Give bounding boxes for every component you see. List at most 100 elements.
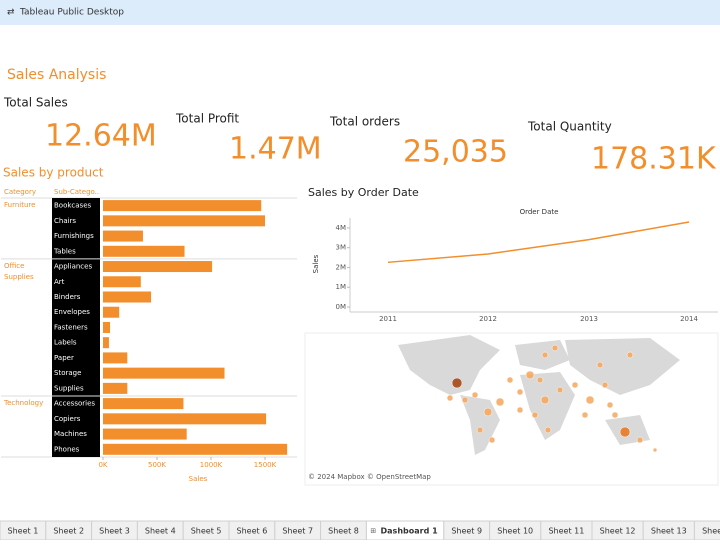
bar xyxy=(103,306,120,318)
map-land xyxy=(398,335,680,455)
sheet-tab-label: Sheet 14 xyxy=(702,527,720,536)
dashboard-icon: ⊞ xyxy=(370,527,376,535)
subcategory-label: Supplies xyxy=(54,384,84,392)
sheet-tab-label: Sheet 12 xyxy=(600,527,636,536)
subcategory-label: Chairs xyxy=(54,217,76,225)
bar xyxy=(103,382,128,394)
kpi-value: 12.64M xyxy=(45,119,157,154)
bar xyxy=(103,352,128,364)
map-point xyxy=(476,426,484,434)
kpi-label: Total Profit xyxy=(175,112,239,126)
subcategory-label: Furnishings xyxy=(54,232,94,240)
sheet-tab-label: Sheet 7 xyxy=(282,527,313,536)
title-bar xyxy=(0,0,720,25)
bar xyxy=(103,337,109,349)
bar xyxy=(103,413,267,425)
y-tick-label: 1M xyxy=(336,283,347,291)
map-point xyxy=(556,386,564,394)
category-header: Category xyxy=(4,188,36,196)
map-attribution: © 2024 Mapbox © OpenStreetMap xyxy=(308,473,431,481)
sheet-tab-label: Sheet 11 xyxy=(548,527,584,536)
x-tick-label: 0K xyxy=(98,461,107,469)
map-point xyxy=(536,376,544,384)
subcategory-label: Art xyxy=(54,278,65,286)
bar xyxy=(103,398,184,410)
map-point xyxy=(606,401,614,409)
map-point xyxy=(495,397,505,407)
map-point xyxy=(619,426,631,438)
subcategory-label: Binders xyxy=(54,293,81,301)
map-point xyxy=(531,411,539,419)
kpi-label: Total Sales xyxy=(3,96,68,110)
bar xyxy=(103,321,111,333)
x-tick-label: 1500K xyxy=(254,461,277,469)
map-point xyxy=(611,411,619,419)
map-point xyxy=(601,381,609,389)
map-point xyxy=(652,447,658,453)
map-point xyxy=(581,411,589,419)
subcategory-label: Storage xyxy=(54,369,81,377)
sheet-tab-label: Sheet 8 xyxy=(328,527,359,536)
subcategory-header: Sub-Catego.. xyxy=(54,188,99,196)
bar xyxy=(103,245,185,257)
subcategory-label: Tables xyxy=(53,247,76,255)
bar xyxy=(103,215,265,227)
x-tick-label: 500K xyxy=(148,461,166,469)
x-tick-label: 2011 xyxy=(379,315,397,323)
map-point xyxy=(461,396,469,404)
y-tick-label: 2M xyxy=(336,263,347,271)
bar-chart-title: Sales by product xyxy=(3,166,104,180)
map-point xyxy=(544,426,552,434)
subcategory-label: Appliances xyxy=(54,263,92,271)
bar xyxy=(103,291,152,303)
map-point xyxy=(636,436,644,444)
category-label: Technology xyxy=(3,399,43,407)
map-point xyxy=(525,370,535,380)
subcategory-label: Fasteners xyxy=(54,323,88,331)
kpi-value: 25,035 xyxy=(403,135,508,170)
bar xyxy=(103,276,141,288)
x-tick-label: 1000K xyxy=(200,461,223,469)
subcategory-label: Phones xyxy=(54,445,80,453)
x-tick-label: 2014 xyxy=(680,315,698,323)
x-tick-label: 2012 xyxy=(479,315,497,323)
category-label: Office xyxy=(4,262,24,270)
map-point xyxy=(483,407,493,417)
subcategory-label: Paper xyxy=(54,354,74,362)
sheet-tab-label: Sheet 5 xyxy=(191,527,222,536)
x-tick-label: 2013 xyxy=(580,315,598,323)
map-point xyxy=(451,377,463,389)
map-point xyxy=(471,391,479,399)
bar xyxy=(103,428,187,440)
sheet-tab[interactable] xyxy=(693,520,720,541)
map-point xyxy=(488,436,496,444)
bar xyxy=(103,443,288,455)
subcategory-column xyxy=(52,198,100,457)
map-point xyxy=(516,406,524,414)
sheet-tab-label: Sheet 3 xyxy=(99,527,130,536)
map-point xyxy=(551,344,559,352)
map-point xyxy=(506,376,514,384)
sheet-tab-label: Sheet 4 xyxy=(145,527,176,536)
kpi-label: Total orders xyxy=(329,115,400,129)
subcategory-label: Machines xyxy=(54,430,87,438)
x-axis-title: Order Date xyxy=(520,208,559,216)
sheet-tab-label: Sheet 2 xyxy=(53,527,84,536)
bar xyxy=(103,200,262,212)
sheet-tab-label: Sheet 1 xyxy=(8,527,39,536)
kpi-value: 1.47M xyxy=(229,132,322,167)
map-point xyxy=(571,381,579,389)
sheet-tab-label: Dashboard 1 xyxy=(381,527,439,536)
map-point xyxy=(540,395,550,405)
map-point xyxy=(541,351,549,359)
y-tick-label: 3M xyxy=(336,244,347,252)
map-point xyxy=(596,361,604,369)
subcategory-label: Bookcases xyxy=(54,202,92,210)
y-tick-label: 0M xyxy=(336,303,347,311)
sheet-tab-label: Sheet 9 xyxy=(451,527,482,536)
sheet-tab-label: Sheet 6 xyxy=(237,527,268,536)
map-point xyxy=(446,394,454,402)
map-point xyxy=(516,388,524,396)
y-tick-label: 4M xyxy=(336,224,347,232)
